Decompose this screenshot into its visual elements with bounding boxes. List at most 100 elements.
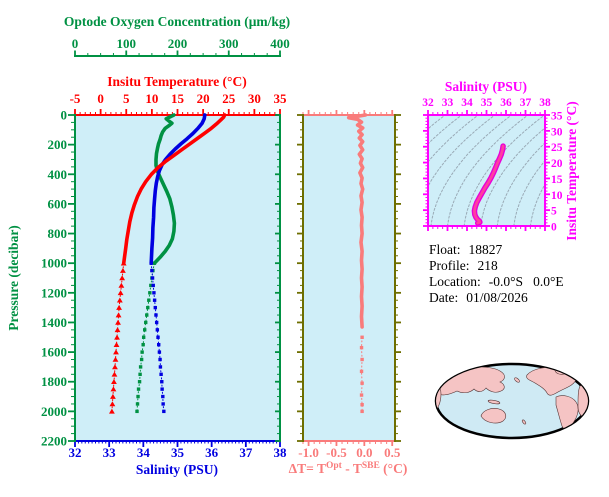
island-indonesia [487,399,501,405]
profile-label: Profile: [429,258,470,273]
data-marker [359,393,364,397]
ts-diagram-panel: 32 33 34 35 36 37 38 0 5 10 15 20 25 30 35 [422,97,563,234]
data-marker [144,320,148,325]
data-marker [154,320,159,325]
location-label: Location: [429,274,481,289]
data-marker [360,402,364,407]
data-marker [154,313,158,317]
data-marker [359,369,364,374]
tick-label: 100 [117,36,137,51]
ts-temperature-axis-title: Insitu Temperature (°C) [564,101,579,240]
date-value: 01/08/2026 [466,290,528,305]
data-marker [157,350,162,354]
tick-label: 34 [137,445,151,460]
data-curve [111,262,125,412]
float-info: Float: 18827 Profile: 218 Location: -0.0… [429,242,564,306]
data-marker [161,394,165,399]
delta-title-part: (°C) [380,461,408,476]
tick-label: 32 [69,445,82,460]
data-curve [513,161,544,225]
data-marker [158,365,163,369]
tick-label: 10 [551,190,563,202]
data-marker [150,276,155,280]
tick-label: 800 [48,226,68,241]
tick-label: 32 [422,97,434,109]
ts-salinity-axis-title: Salinity (PSU) [445,79,527,94]
tick-label: 2200 [41,434,67,449]
isopycnal-contours [429,116,544,225]
data-curve [429,116,495,186]
delta-title-superscript: SBE [362,461,380,471]
data-curve [152,113,177,266]
data-marker [158,357,162,362]
data-marker [114,327,121,333]
tick-label: 0 [97,91,104,106]
data-marker [359,345,364,350]
data-marker [145,313,149,317]
tick-label: 200 [168,36,188,51]
tick-label: 0.5 [384,445,401,460]
salinity-axis-title: Salinity (PSU) [136,462,218,477]
tick-label: 2000 [41,404,67,419]
tick-label: 300 [219,36,239,51]
data-curve [447,116,528,225]
float-label: Float: [429,242,461,257]
data-marker [138,372,142,377]
delta-title-superscript: Opt [326,461,343,471]
tick-label: 15 [171,91,185,106]
tick-label: 600 [48,196,68,211]
data-marker [162,409,166,414]
tick-label: 200 [48,137,68,152]
continent-australia [480,408,507,424]
tick-label: 37 [520,97,532,109]
data-curve [496,143,544,225]
data-marker [161,402,165,406]
data-marker [360,335,364,339]
tick-label: 1600 [41,345,67,360]
date-label: Date: [429,290,459,305]
data-curve [150,262,165,412]
data-marker [141,342,145,347]
tick-label: 38 [539,97,551,109]
oxygen-axis-title: Optode Oxygen Concentration (μm/kg) [64,14,290,29]
data-marker [360,381,364,385]
data-marker [110,386,117,392]
data-marker [150,268,154,273]
tick-label: -1.0 [298,445,319,460]
tick-label: 5 [551,206,557,218]
tick-label: 20 [551,158,563,170]
plot-background [75,115,280,441]
data-marker [155,328,160,332]
data-marker [147,298,151,302]
plot-background [428,115,545,226]
data-marker [360,409,364,414]
data-marker [152,298,157,302]
data-marker [160,387,164,391]
data-marker [138,365,143,369]
tick-label: 25 [222,91,236,106]
data-marker [148,291,152,295]
plot-background [303,115,395,441]
data-marker [114,334,120,340]
tick-label: 37 [239,445,253,460]
data-marker [139,357,144,362]
temperature-axis-title: Insitu Temperature (°C) [107,74,246,89]
data-marker [360,357,364,362]
data-marker [135,409,139,414]
data-curve [480,128,544,225]
float-info-row: Location: -0.0°S 0.0°E [429,274,564,290]
data-marker [117,290,124,296]
data-marker [143,328,147,332]
data-marker [116,297,123,303]
data-marker [113,349,119,355]
data-marker [112,356,119,362]
data-marker [109,408,115,414]
data-curve [463,116,544,225]
tick-label: 33 [442,97,454,109]
world-map [434,362,590,440]
data-marker [115,319,121,325]
data-marker [153,305,157,310]
